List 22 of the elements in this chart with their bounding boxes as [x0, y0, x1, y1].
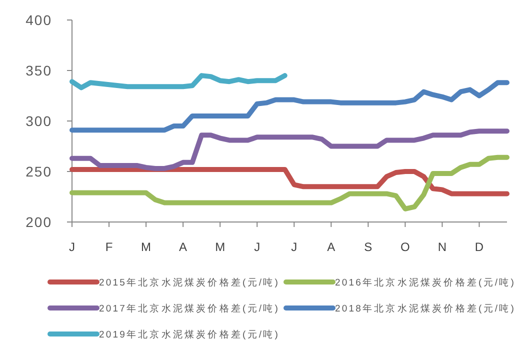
legend-label: 2018年北京水泥煤炭价格差(元/吨) — [335, 302, 516, 314]
y-tick-label: 350 — [26, 62, 52, 78]
legend-label: 2016年北京水泥煤炭价格差(元/吨) — [335, 276, 516, 288]
x-tick-label: A — [179, 240, 188, 254]
y-tick-label: 200 — [26, 214, 52, 230]
y-tick-label: 300 — [26, 113, 52, 129]
x-tick-label: S — [364, 240, 372, 254]
x-tick-label: M — [215, 240, 226, 254]
y-tick-label: 250 — [26, 164, 52, 180]
x-tick-label: J — [69, 240, 75, 254]
x-tick-label: J — [291, 240, 298, 254]
x-tick-label: O — [400, 240, 410, 254]
x-tick-label: J — [254, 240, 260, 254]
x-tick-label: D — [474, 240, 484, 254]
y-tick-label: 400 — [26, 12, 52, 28]
legend-label: 2019年北京水泥煤炭价格差(元/吨) — [99, 328, 280, 340]
x-tick-label: N — [438, 240, 447, 254]
legend-label: 2015年北京水泥煤炭价格差(元/吨) — [99, 276, 280, 288]
x-tick-label: M — [141, 240, 152, 254]
x-tick-label: A — [327, 240, 336, 254]
x-tick-label: F — [105, 240, 113, 254]
legend-label: 2017年北京水泥煤炭价格差(元/吨) — [99, 302, 280, 314]
